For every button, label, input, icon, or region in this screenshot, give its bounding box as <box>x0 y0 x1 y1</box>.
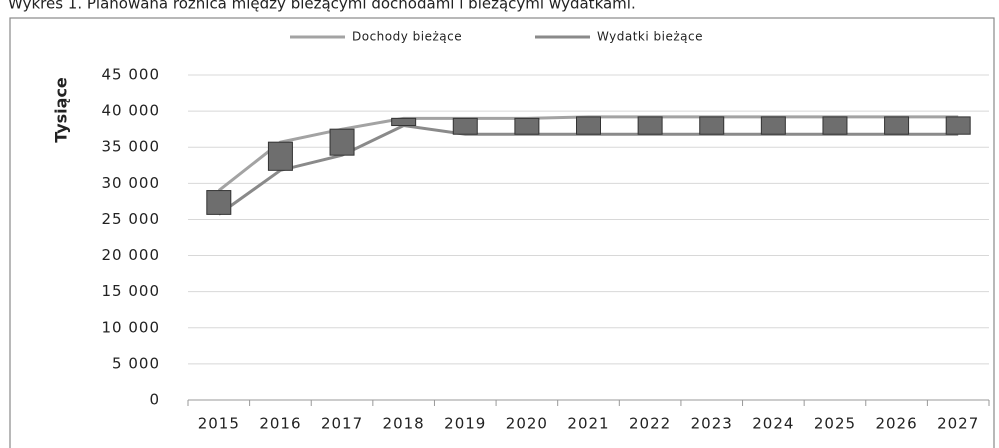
y-tick-label: 20 000 <box>102 246 161 264</box>
up-down-bar <box>452 117 478 135</box>
x-tick-label: 2015 <box>198 415 240 433</box>
y-tick-label: 45 000 <box>102 66 161 84</box>
y-axis-label: Tysiące <box>52 77 71 143</box>
x-tick-label: 2022 <box>629 415 671 433</box>
y-tick-label: 10 000 <box>102 318 161 336</box>
up-down-bar <box>945 116 971 135</box>
chart-frame <box>9 17 995 448</box>
up-down-bar <box>822 116 848 135</box>
y-tick-label: 5 000 <box>112 354 160 372</box>
up-down-bar <box>514 117 540 135</box>
up-down-bar <box>760 116 786 135</box>
x-tick-label: 2018 <box>383 415 425 433</box>
y-tick-label: 35 000 <box>102 138 161 156</box>
y-tick-label: 15 000 <box>102 282 161 300</box>
up-down-bar <box>391 117 417 127</box>
x-tick-label: 2024 <box>752 415 794 433</box>
x-tick-label: 2025 <box>814 415 856 433</box>
up-down-bar <box>576 116 601 135</box>
x-tick-label: 2017 <box>321 415 363 433</box>
x-tick-label: 2023 <box>691 415 733 433</box>
x-tick-label: 2016 <box>259 415 301 433</box>
up-down-bar <box>329 128 355 156</box>
up-down-bar <box>637 116 663 135</box>
up-down-bar <box>206 190 232 215</box>
up-down-bar <box>699 116 725 135</box>
y-tick-label: 40 000 <box>102 102 161 120</box>
x-tick-label: 2019 <box>444 415 486 433</box>
x-tick-label: 2021 <box>567 415 609 433</box>
y-tick-label: 25 000 <box>102 210 161 228</box>
x-tick-label: 2020 <box>506 415 548 433</box>
up-down-bar <box>267 141 293 171</box>
legend-label: Wydatki bieżące <box>597 30 703 44</box>
x-tick-label: 2027 <box>937 415 979 433</box>
y-tick-label: 30 000 <box>102 174 161 192</box>
y-tick-label: 0 <box>149 391 160 409</box>
up-down-bar <box>884 116 910 135</box>
x-tick-label: 2026 <box>875 415 917 433</box>
legend-label: Dochody bieżące <box>352 30 462 44</box>
chart-title: Wykres 1. Planowana różnica między bieżą… <box>8 0 636 13</box>
